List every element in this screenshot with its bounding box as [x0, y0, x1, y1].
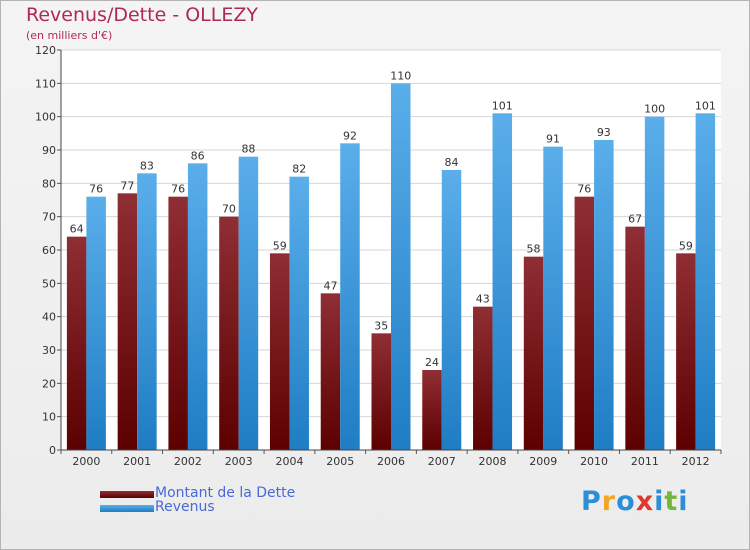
bar-revenus — [137, 173, 157, 451]
data-label: 35 — [374, 319, 388, 332]
bar-dette — [168, 196, 188, 450]
data-label: 76 — [577, 183, 591, 196]
x-tick-label: 2009 — [529, 455, 557, 468]
data-label: 67 — [628, 213, 642, 226]
bar-revenus — [238, 156, 259, 450]
y-tick-label: 90 — [42, 144, 56, 157]
y-tick-label: 50 — [42, 277, 56, 290]
y-tick-label: 110 — [35, 77, 56, 90]
y-tick-label: 20 — [42, 377, 56, 390]
bar-revenus — [441, 170, 462, 450]
proxiti-logo: Proxiti — [581, 486, 689, 517]
data-label: 64 — [70, 223, 84, 236]
logo-letter: x — [635, 486, 655, 517]
bar-revenus — [644, 116, 665, 451]
data-label: 43 — [476, 293, 490, 306]
data-label: 76 — [171, 183, 185, 196]
logo-letter: P — [581, 486, 602, 517]
data-label: 59 — [273, 239, 287, 252]
logo-letter: o — [616, 486, 636, 517]
data-label: 84 — [445, 156, 459, 169]
data-label: 100 — [644, 103, 665, 116]
data-label: 59 — [679, 239, 693, 252]
data-label: 88 — [241, 143, 255, 156]
y-tick-label: 60 — [42, 244, 56, 257]
logo-letter: i — [678, 486, 689, 517]
bar-revenus — [340, 143, 360, 451]
legend-label-dette: Montant de la Dette — [155, 485, 296, 501]
data-label: 82 — [292, 163, 306, 176]
data-label: 92 — [343, 129, 357, 142]
bar-dette — [523, 256, 544, 450]
data-label: 76 — [89, 183, 103, 196]
data-label: 70 — [222, 203, 236, 216]
data-label: 83 — [140, 159, 154, 172]
chart-subtitle: (en milliers d'€) — [26, 29, 113, 42]
bar-revenus — [695, 113, 716, 450]
bar-dette — [66, 236, 87, 450]
data-label: 93 — [597, 126, 611, 139]
data-label: 24 — [425, 356, 439, 369]
x-tick-label: 2004 — [275, 455, 303, 468]
chart-title: Revenus/Dette - OLLEZY — [26, 4, 258, 26]
x-tick-label: 2005 — [326, 455, 354, 468]
bar-revenus — [187, 163, 208, 451]
bar-dette — [625, 226, 645, 450]
x-tick-label: 2002 — [174, 455, 202, 468]
bar-revenus — [289, 176, 309, 450]
bar-dette — [574, 196, 595, 450]
data-label: 101 — [492, 99, 513, 112]
data-label: 58 — [527, 243, 541, 256]
bar-dette — [219, 216, 239, 450]
bar-dette — [473, 306, 493, 450]
x-tick-label: 2006 — [377, 455, 405, 468]
bar-revenus — [86, 196, 106, 450]
x-tick-label: 2010 — [580, 455, 608, 468]
data-label: 110 — [390, 69, 411, 82]
x-tick-label: 2000 — [72, 455, 100, 468]
bar-revenus — [492, 113, 513, 450]
y-tick-label: 30 — [42, 344, 56, 357]
x-tick-label: 2012 — [682, 455, 710, 468]
data-label: 91 — [546, 133, 560, 146]
logo-letter: i — [654, 486, 665, 517]
bar-revenus — [543, 146, 563, 450]
x-tick-label: 2003 — [225, 455, 253, 468]
x-tick-label: 2007 — [428, 455, 456, 468]
data-label: 47 — [323, 279, 337, 292]
y-tick-label: 10 — [42, 411, 56, 424]
bar-dette — [320, 293, 341, 450]
data-label: 101 — [695, 99, 716, 112]
y-tick-label: 70 — [42, 211, 56, 224]
y-tick-label: 40 — [42, 311, 56, 324]
bar-dette — [269, 253, 290, 450]
y-tick-label: 0 — [49, 444, 56, 457]
y-tick-label: 80 — [42, 177, 56, 190]
bar-dette — [422, 370, 442, 450]
y-tick-label: 100 — [35, 111, 56, 124]
legend-swatch-revenus — [100, 505, 154, 512]
bar-dette — [117, 193, 138, 451]
logo-letter: r — [601, 486, 617, 517]
legend-swatch-dette — [100, 491, 154, 498]
x-tick-label: 2011 — [631, 455, 659, 468]
x-tick-label: 2008 — [479, 455, 507, 468]
logo-letter: t — [664, 486, 679, 517]
legend-label-revenus: Revenus — [155, 499, 215, 515]
bar-dette — [676, 253, 696, 450]
y-tick-label: 120 — [35, 44, 56, 57]
bar-revenus — [391, 83, 411, 450]
bar-dette — [371, 333, 391, 450]
bar-revenus — [594, 140, 614, 450]
x-tick-label: 2001 — [123, 455, 151, 468]
data-label: 77 — [120, 179, 134, 192]
data-label: 86 — [191, 149, 205, 162]
